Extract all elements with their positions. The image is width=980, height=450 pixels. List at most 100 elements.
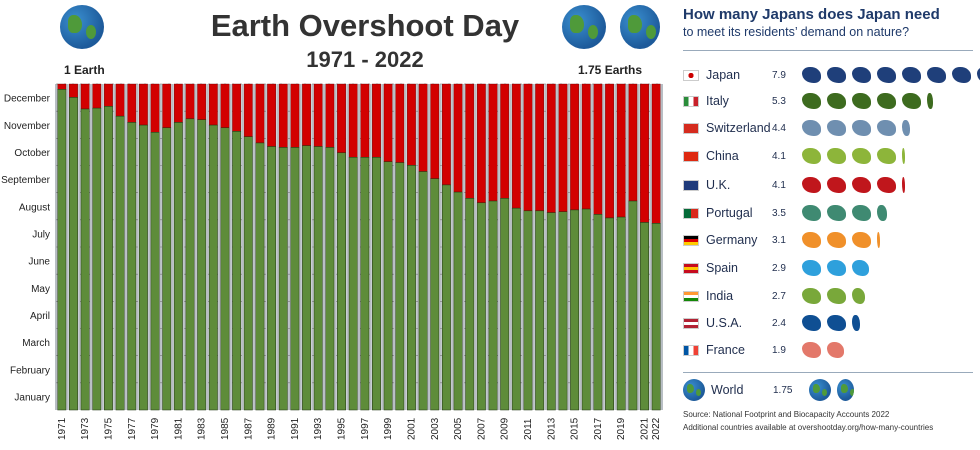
- flag-icon: [683, 344, 699, 356]
- year-tick-label: 2001: [406, 417, 417, 440]
- overshoot-bar-1990: [278, 83, 288, 148]
- budget-bar-1983: [197, 119, 207, 411]
- overshoot-bar-1994: [325, 83, 335, 148]
- overshoot-bar-2016: [581, 83, 591, 210]
- flag-icon: [683, 234, 699, 246]
- country-value: 3.1: [772, 234, 786, 246]
- country-name: Switzerland: [706, 121, 771, 135]
- year-tick-label: 2017: [593, 417, 604, 440]
- budget-bar-1982: [185, 118, 195, 411]
- budget-bar-2006: [465, 198, 475, 411]
- overshoot-bar-2011: [523, 83, 533, 212]
- country-shape-icon: [852, 232, 871, 248]
- overshoot-bar-2021: [640, 83, 649, 223]
- earth-globe-icon: [60, 5, 104, 49]
- budget-bar-1981: [173, 122, 183, 411]
- panel-title: How many Japans does Japan need: [683, 6, 940, 23]
- budget-bar-2012: [535, 210, 545, 411]
- overshoot-bar-2015: [570, 83, 579, 211]
- month-tick-label: September: [1, 175, 51, 186]
- country-icons: [802, 315, 860, 331]
- partial-country-shape-icon: [852, 288, 866, 304]
- country-shape-icon: [852, 93, 871, 109]
- year-tick-label: 2007: [476, 417, 487, 440]
- country-row-china: China 4.1: [683, 146, 905, 166]
- overshoot-bar-2022: [651, 83, 661, 224]
- country-name: India: [706, 289, 734, 303]
- country-name: France: [706, 343, 745, 357]
- chart-title: Earth Overshoot Day: [210, 8, 520, 43]
- overshoot-bar-2005: [453, 83, 463, 193]
- country-name: Italy: [706, 94, 729, 108]
- country-shape-icon: [902, 67, 921, 83]
- overshoot-bar-1997: [360, 83, 370, 158]
- country-shape-icon: [877, 148, 896, 164]
- country-row-japan: Japan 7.9: [683, 65, 980, 85]
- year-tick-label: 1977: [127, 417, 138, 440]
- overshoot-bar-2004: [442, 83, 451, 186]
- overshoot-bar-1998: [372, 83, 381, 158]
- country-icons: [802, 67, 980, 83]
- partial-country-shape-icon: [902, 177, 905, 193]
- country-shape-icon: [877, 67, 896, 83]
- partial-earth-globe-icon: [620, 5, 660, 49]
- overshoot-bar-1993: [313, 83, 323, 147]
- partial-country-shape-icon: [852, 260, 870, 276]
- budget-bar-2018: [605, 217, 615, 411]
- country-shape-icon: [802, 148, 821, 164]
- country-row-india: India 2.7: [683, 286, 866, 306]
- flag-icon: [683, 317, 699, 329]
- overshoot-bar-1981: [173, 83, 183, 123]
- year-tick-label: 1975: [103, 417, 114, 440]
- country-value: 2.4: [772, 317, 786, 329]
- country-shape-icon: [852, 67, 871, 83]
- overshoot-bar-1976: [115, 83, 125, 117]
- world-globe-icon: [683, 379, 705, 401]
- country-shape-icon: [852, 177, 871, 193]
- country-row-france: France 1.9: [683, 340, 845, 360]
- budget-bar-1994: [325, 147, 335, 411]
- budget-bar-1978: [138, 124, 148, 411]
- partial-country-shape-icon: [977, 67, 980, 83]
- overshoot-bar-2019: [616, 83, 626, 218]
- country-shape-icon: [852, 205, 871, 221]
- budget-bar-1972: [69, 97, 78, 411]
- overshoot-bar-1978: [139, 83, 148, 126]
- country-value: 2.9: [772, 262, 786, 274]
- budget-bar-2003: [430, 178, 440, 411]
- year-tick-label: 2009: [500, 417, 511, 440]
- flag-icon: [683, 262, 699, 274]
- partial-country-shape-icon: [902, 120, 910, 136]
- budget-bar-1987: [243, 136, 253, 411]
- country-shape-icon: [802, 288, 821, 304]
- country-value: 4.1: [772, 179, 786, 191]
- month-tick-label: November: [4, 121, 51, 132]
- year-tick-label: 2003: [430, 417, 441, 440]
- country-icons: [802, 260, 870, 276]
- budget-bar-1999: [383, 161, 393, 411]
- overshoot-bar-2002: [418, 83, 428, 172]
- country-value: 5.3: [772, 95, 786, 107]
- budget-bar-1974: [92, 107, 102, 411]
- overshoot-bar-1985: [220, 83, 230, 128]
- partial-world-globe-icon: [837, 379, 854, 401]
- budget-bar-2001: [406, 165, 416, 411]
- month-tick-label: February: [10, 365, 50, 376]
- country-name: World: [711, 383, 744, 397]
- country-shape-icon: [852, 148, 871, 164]
- flag-icon: [683, 207, 699, 219]
- overshoot-bar-1975: [104, 83, 113, 107]
- country-value: 7.9: [772, 69, 786, 81]
- year-tick-label: 1985: [220, 417, 231, 440]
- overshoot-bar-chart: January February March April May June July Augu…: [1, 83, 663, 440]
- year-tick-label: 1999: [383, 417, 394, 440]
- country-value: 4.4: [772, 122, 786, 134]
- country-icons: [802, 342, 845, 358]
- one-earth-label: 1 Earth: [64, 63, 105, 77]
- month-tick-label: January: [14, 392, 50, 403]
- overshoot-bar-2010: [511, 83, 521, 209]
- flag-icon: [683, 179, 699, 191]
- overshoot-bar-1973: [80, 83, 90, 110]
- country-shape-icon: [827, 232, 846, 248]
- budget-bar-2015: [570, 209, 580, 411]
